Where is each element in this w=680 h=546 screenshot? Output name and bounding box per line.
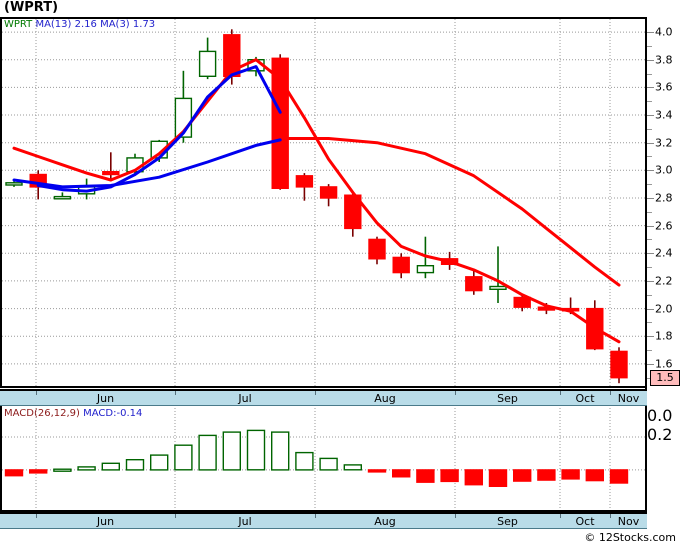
price-axis-minor-tick — [647, 45, 652, 47]
month-label: Aug — [374, 392, 396, 405]
price-axis-tick-label: 4.0 — [655, 25, 673, 39]
price-axis-tick-label: 2.6 — [655, 219, 673, 233]
month-label: Oct — [575, 515, 595, 528]
price-axis-minor-tick — [647, 101, 652, 103]
month-label: Jul — [238, 392, 252, 405]
price-axis-tick — [647, 32, 654, 34]
month-label: Nov — [617, 515, 640, 528]
price-axis-tick — [647, 87, 654, 89]
last-price-badge: 1.5 — [650, 369, 680, 386]
month-tick — [315, 514, 316, 518]
month-tick — [315, 391, 316, 395]
price-axis-minor-tick — [647, 184, 652, 186]
price-axis-tick-label: 3.8 — [655, 53, 673, 67]
month-tick — [455, 514, 456, 518]
price-axis-tick-label: 2.8 — [655, 191, 673, 205]
macd-legend-label: MACD(26,12,9) — [4, 408, 80, 419]
price-axis-tick — [647, 115, 654, 116]
price-axis-minor-tick — [647, 377, 652, 379]
price-chart-panel: WPRT MA(13) 2.16 MA(3) 1.73 — [0, 17, 680, 389]
month-label: Jun — [96, 515, 115, 528]
month-label: Jul — [238, 515, 252, 528]
month-tick — [36, 514, 37, 518]
price-axis-tick — [647, 59, 654, 61]
month-tick — [560, 391, 561, 395]
legend-ma3-value: 1.73 — [132, 19, 156, 30]
copyright-notice: © 12Stocks.com — [584, 531, 676, 544]
price-axis-tick — [647, 197, 654, 199]
macd-x-axis-monthbar: Jun Jul Aug Sep Oct Nov — [0, 512, 647, 529]
legend-ma3-label: MA(3) — [100, 19, 130, 30]
price-axis-tick — [647, 336, 654, 338]
legend-symbol: WPRT — [4, 19, 33, 30]
month-tick — [610, 514, 611, 518]
price-axis-tick — [647, 363, 654, 365]
legend-ma13-label: MA(13) — [35, 19, 72, 30]
macd-y-axis: 0.0 0.2 — [645, 406, 680, 512]
price-axis-minor-tick — [647, 267, 652, 269]
month-tick — [36, 391, 37, 395]
price-axis-tick-label: 2.0 — [655, 302, 673, 316]
price-axis-minor-tick — [647, 294, 652, 296]
price-axis-tick — [647, 308, 654, 310]
price-axis-tick — [647, 225, 654, 227]
price-axis-tick-label: 2.2 — [655, 274, 673, 288]
month-label: Aug — [374, 515, 396, 528]
price-axis-tick — [647, 253, 654, 255]
price-axis-minor-tick — [647, 239, 652, 241]
price-candlestick-svg — [2, 19, 645, 387]
macd-histogram-svg — [2, 408, 645, 510]
price-axis-tick-label: 3.4 — [655, 108, 673, 122]
macd-legend-value: MACD:-0.14 — [83, 408, 143, 419]
price-axis-tick-label: 3.0 — [655, 163, 673, 177]
price-axis-tick — [647, 280, 654, 282]
price-axis-minor-tick — [647, 350, 652, 352]
month-tick — [175, 391, 176, 395]
price-axis-tick — [647, 142, 654, 144]
macd-axis-tick-label: 0.2 — [647, 425, 673, 444]
price-axis-minor-tick — [647, 128, 652, 130]
page-title: (WPRT) — [4, 0, 59, 15]
price-plot-area — [0, 17, 647, 388]
price-axis-tick-label: 3.6 — [655, 80, 673, 94]
price-axis-minor-tick — [647, 211, 652, 213]
price-axis-tick — [647, 170, 654, 172]
price-x-axis-monthbar: Jun Jul Aug Sep Oct Nov — [0, 389, 647, 406]
price-axis-tick-label: 3.2 — [655, 136, 673, 150]
price-legend: WPRT MA(13) 2.16 MA(3) 1.73 — [4, 19, 155, 30]
price-axis-tick-label: 2.4 — [655, 246, 673, 260]
price-axis-minor-tick — [647, 156, 652, 158]
price-y-axis: 1.6 1.8 2.0 2.2 2.4 2.6 2.8 3.0 3.2 3.4 3.6 3.8 4.0 1… — [645, 17, 680, 389]
month-label: Oct — [575, 392, 595, 405]
month-label: Sep — [497, 392, 518, 405]
month-tick — [455, 391, 456, 395]
price-axis-minor-tick — [647, 322, 652, 324]
price-axis-tick-label: 1.8 — [655, 329, 673, 343]
legend-ma13-value: 2.16 — [74, 19, 97, 30]
price-axis-minor-tick — [647, 73, 652, 75]
macd-legend: MACD(26,12,9) MACD:-0.14 — [4, 408, 142, 419]
macd-axis-tick-label: 0.0 — [647, 406, 673, 425]
month-label: Sep — [497, 515, 518, 528]
price-axis-tick-label: 1.6 — [655, 357, 673, 371]
month-tick — [560, 514, 561, 518]
month-tick — [175, 514, 176, 518]
month-label: Nov — [617, 392, 640, 405]
month-tick — [610, 391, 611, 395]
macd-chart-panel: MACD(26,12,9) MACD:-0.14 — [0, 406, 680, 512]
month-label: Jun — [96, 392, 115, 405]
